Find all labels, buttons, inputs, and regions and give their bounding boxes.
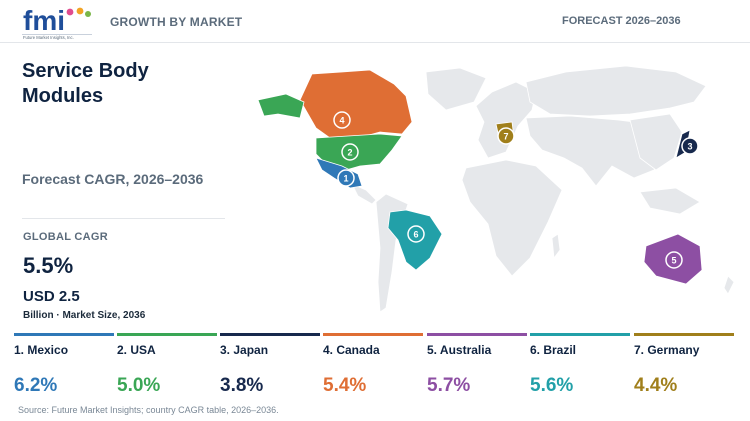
card-accent-bar — [530, 333, 630, 336]
country-markers: 1 2 3 4 5 6 7 — [333, 111, 699, 269]
greenland-land — [425, 67, 487, 111]
card-cagr-value: 4.4% — [634, 375, 678, 396]
map-marker-number: 1 — [343, 174, 348, 184]
card-country-label: 7. Germany — [634, 343, 700, 357]
market-size-value: USD 2.5 — [23, 288, 80, 305]
card-cagr-value: 5.4% — [323, 375, 367, 396]
map-marker-australia[interactable]: 5 — [665, 251, 683, 269]
global-cagr-value: 5.5% — [23, 253, 74, 278]
country-card-usa[interactable]: 2. USA 5.0% — [117, 333, 217, 399]
world-map: 1 2 3 4 5 6 7 — [230, 62, 750, 322]
map-marker-usa[interactable]: 2 — [341, 143, 359, 161]
country-card-japan[interactable]: 3. Japan 3.8% — [220, 333, 320, 399]
header-forecast-label: FORECAST 2026–2036 — [562, 15, 681, 27]
card-country-label: 1. Mexico — [14, 343, 69, 357]
europe-land — [475, 81, 537, 159]
highlighted-countries — [257, 69, 703, 285]
page-title: Service Body Modules — [22, 60, 149, 107]
se-asia-land — [639, 187, 701, 215]
map-marker-number: 5 — [671, 256, 676, 266]
card-cagr-value: 5.7% — [427, 375, 471, 396]
card-accent-bar — [220, 333, 320, 336]
asia-north-land — [525, 65, 707, 117]
map-marker-number: 7 — [503, 132, 508, 142]
card-country-label: 3. Japan — [220, 343, 269, 357]
map-marker-number: 3 — [687, 142, 692, 152]
card-country-label: 2. USA — [117, 343, 156, 357]
card-accent-bar — [323, 333, 423, 336]
market-size-note: Billion · Market Size, 2036 — [23, 310, 146, 321]
country-cards: 1. Mexico 6.2% 2. USA 5.0% 3. Japan 3.8% 4. Ca… — [0, 333, 750, 399]
canada-shape — [299, 69, 413, 139]
global-cagr-label: GLOBAL CAGR — [23, 231, 108, 243]
card-country-label: 5. Australia — [427, 343, 492, 357]
map-marker-japan[interactable]: 3 — [681, 137, 699, 155]
svg-text:Future Market Insights, Inc.: Future Market Insights, Inc. — [23, 35, 74, 40]
header-section-label: GROWTH BY MARKET — [110, 15, 243, 29]
fmi-logo[interactable]: fmi Future Market Insights, Inc. — [22, 6, 92, 40]
map-marker-mexico[interactable]: 1 — [337, 169, 355, 187]
map-marker-canada[interactable]: 4 — [333, 111, 351, 129]
map-marker-number: 6 — [413, 230, 418, 240]
map-marker-germany[interactable]: 7 — [497, 127, 515, 145]
card-accent-bar — [117, 333, 217, 336]
usa-shape — [315, 133, 403, 171]
card-accent-bar — [427, 333, 527, 336]
map-marker-number: 4 — [339, 116, 344, 126]
country-card-canada[interactable]: 4. Canada 5.4% — [323, 333, 423, 399]
divider — [22, 218, 225, 219]
source-note: Source: Future Market Insights; country … — [18, 405, 279, 415]
country-card-brazil[interactable]: 6. Brazil 5.6% — [530, 333, 630, 399]
chart-subtitle: Forecast CAGR, 2026–2036 — [22, 171, 204, 187]
new-zealand-land — [723, 275, 735, 295]
east-asia-land — [629, 113, 683, 171]
card-cagr-value: 3.8% — [220, 375, 264, 396]
card-accent-bar — [634, 333, 734, 336]
map-marker-number: 2 — [347, 148, 352, 158]
madagascar-land — [551, 233, 561, 260]
card-country-label: 4. Canada — [323, 343, 380, 357]
card-country-label: 6. Brazil — [530, 343, 577, 357]
card-cagr-value: 6.2% — [14, 375, 58, 396]
card-accent-bar — [14, 333, 114, 336]
alaska-shape — [257, 93, 305, 119]
svg-text:fmi: fmi — [23, 6, 65, 36]
country-card-australia[interactable]: 5. Australia 5.7% — [427, 333, 527, 399]
map-marker-brazil[interactable]: 6 — [407, 225, 425, 243]
country-card-germany[interactable]: 7. Germany 4.4% — [634, 333, 734, 399]
africa-land — [461, 159, 563, 277]
asia-south-land — [525, 115, 667, 187]
central-america-land — [351, 183, 377, 205]
card-cagr-value: 5.0% — [117, 375, 161, 396]
country-card-mexico[interactable]: 1. Mexico 6.2% — [14, 333, 114, 399]
base-land — [351, 65, 735, 313]
header-bar: fmi Future Market Insights, Inc. GROWTH … — [0, 0, 750, 43]
card-cagr-value: 5.6% — [530, 375, 574, 396]
